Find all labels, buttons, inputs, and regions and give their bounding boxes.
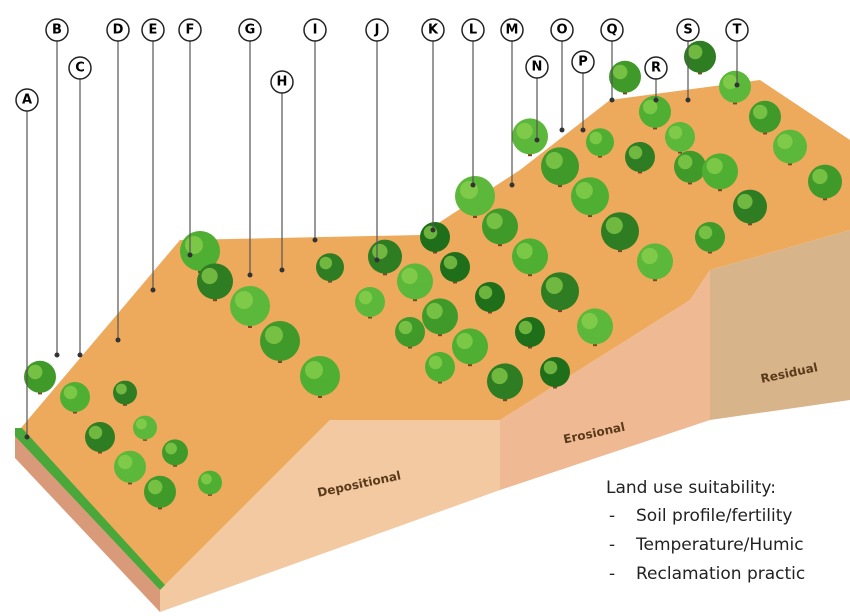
tree-highlight bbox=[777, 134, 792, 149]
tree-highlight bbox=[116, 384, 127, 395]
tree-highlight bbox=[678, 155, 692, 169]
label-letter: J bbox=[374, 23, 380, 38]
legend-item: Reclamation practic bbox=[636, 564, 805, 584]
pointer-dot bbox=[116, 338, 121, 343]
pointer-dot bbox=[471, 183, 476, 188]
tree-highlight bbox=[429, 356, 443, 370]
label-letter: B bbox=[52, 23, 62, 38]
tree-highlight bbox=[707, 158, 723, 174]
label-letter: C bbox=[75, 61, 85, 76]
label-letter: T bbox=[733, 23, 742, 38]
tree-highlight bbox=[427, 303, 443, 319]
legend-title: Land use suitability: bbox=[606, 478, 776, 498]
tree-highlight bbox=[457, 333, 473, 349]
pointer-dot bbox=[375, 258, 380, 263]
tree-highlight bbox=[136, 419, 147, 430]
pointer-dot bbox=[151, 288, 156, 293]
label-letter: I bbox=[313, 23, 318, 38]
pointer-dot bbox=[581, 128, 586, 133]
tree-highlight bbox=[185, 236, 203, 254]
label-letter: K bbox=[428, 23, 439, 38]
tree-highlight bbox=[699, 226, 713, 240]
bullet: - bbox=[609, 506, 615, 526]
landscape-diagram: ABCDEFGHIJKLMNOPQRST Depositional Erosio… bbox=[0, 0, 850, 616]
tree-highlight bbox=[812, 169, 827, 184]
label-letter: S bbox=[683, 23, 692, 38]
pointer-dot bbox=[431, 228, 436, 233]
bullet: - bbox=[609, 564, 615, 584]
tree-highlight bbox=[517, 243, 533, 259]
legend-item: Soil profile/fertility bbox=[636, 506, 792, 526]
label-letter: Q bbox=[606, 23, 617, 38]
pointer-dot bbox=[686, 98, 691, 103]
tree-highlight bbox=[265, 326, 283, 344]
tree-highlight bbox=[202, 268, 218, 284]
tree-highlight bbox=[606, 217, 623, 234]
tree-highlight bbox=[148, 480, 162, 494]
tree-highlight bbox=[28, 365, 42, 379]
pointer-dot bbox=[313, 238, 318, 243]
tree-highlight bbox=[723, 75, 737, 89]
pointer-dot bbox=[280, 268, 285, 273]
pointer-dot bbox=[78, 353, 83, 358]
pointer-dot bbox=[510, 183, 515, 188]
tree-highlight bbox=[642, 248, 658, 264]
pointer-dot bbox=[25, 435, 30, 440]
tree-highlight bbox=[372, 244, 387, 259]
tree-highlight bbox=[576, 182, 593, 199]
label-letter: D bbox=[113, 23, 124, 38]
tree-highlight bbox=[402, 268, 418, 284]
label-letter: L bbox=[469, 23, 477, 38]
tree-highlight bbox=[320, 257, 333, 270]
tree-highlight bbox=[165, 443, 177, 455]
tree-highlight bbox=[89, 426, 103, 440]
tree-highlight bbox=[613, 65, 627, 79]
tree-highlight bbox=[487, 213, 503, 229]
tree-highlight bbox=[590, 132, 603, 145]
tree-highlight bbox=[517, 123, 533, 139]
label-letter: G bbox=[245, 23, 256, 38]
tree-highlight bbox=[235, 291, 253, 309]
pointer-dot bbox=[560, 128, 565, 133]
label-letter: N bbox=[532, 60, 543, 75]
label-letter: P bbox=[578, 55, 588, 70]
pointer-dot bbox=[248, 273, 253, 278]
label-letter: R bbox=[651, 61, 661, 76]
tree-highlight bbox=[305, 361, 323, 379]
label-letter: H bbox=[277, 75, 288, 90]
pointer-dot bbox=[188, 253, 193, 258]
tree-highlight bbox=[688, 45, 702, 59]
tree-highlight bbox=[582, 313, 598, 329]
tree-highlight bbox=[737, 194, 752, 209]
pointer-dot bbox=[535, 138, 540, 143]
tree-highlight bbox=[359, 291, 373, 305]
tree-highlight bbox=[753, 105, 767, 119]
pointer-dot bbox=[654, 98, 659, 103]
tree-highlight bbox=[546, 277, 563, 294]
tree-highlight bbox=[399, 321, 413, 335]
label-letter: M bbox=[506, 23, 519, 38]
tree-highlight bbox=[201, 474, 212, 485]
pointer-dot bbox=[735, 83, 740, 88]
label-letter: A bbox=[22, 93, 32, 108]
label-letter: E bbox=[149, 23, 158, 38]
pointer-dot bbox=[610, 98, 615, 103]
tree-highlight bbox=[669, 126, 683, 140]
tree-highlight bbox=[492, 368, 508, 384]
label-letter: F bbox=[186, 23, 195, 38]
tree-highlight bbox=[479, 286, 493, 300]
tree-highlight bbox=[444, 256, 458, 270]
tree-highlight bbox=[629, 146, 643, 160]
tree-highlight bbox=[118, 455, 132, 469]
pointer-dot bbox=[55, 353, 60, 358]
tree-highlight bbox=[519, 321, 533, 335]
tree-highlight bbox=[64, 386, 78, 400]
legend-item: Temperature/Humic bbox=[635, 535, 804, 555]
tree-highlight bbox=[546, 152, 563, 169]
label-letter: O bbox=[556, 23, 567, 38]
tree-highlight bbox=[424, 226, 438, 240]
bullet: - bbox=[609, 535, 615, 555]
tree-highlight bbox=[544, 361, 558, 375]
tree-highlight bbox=[460, 181, 478, 199]
